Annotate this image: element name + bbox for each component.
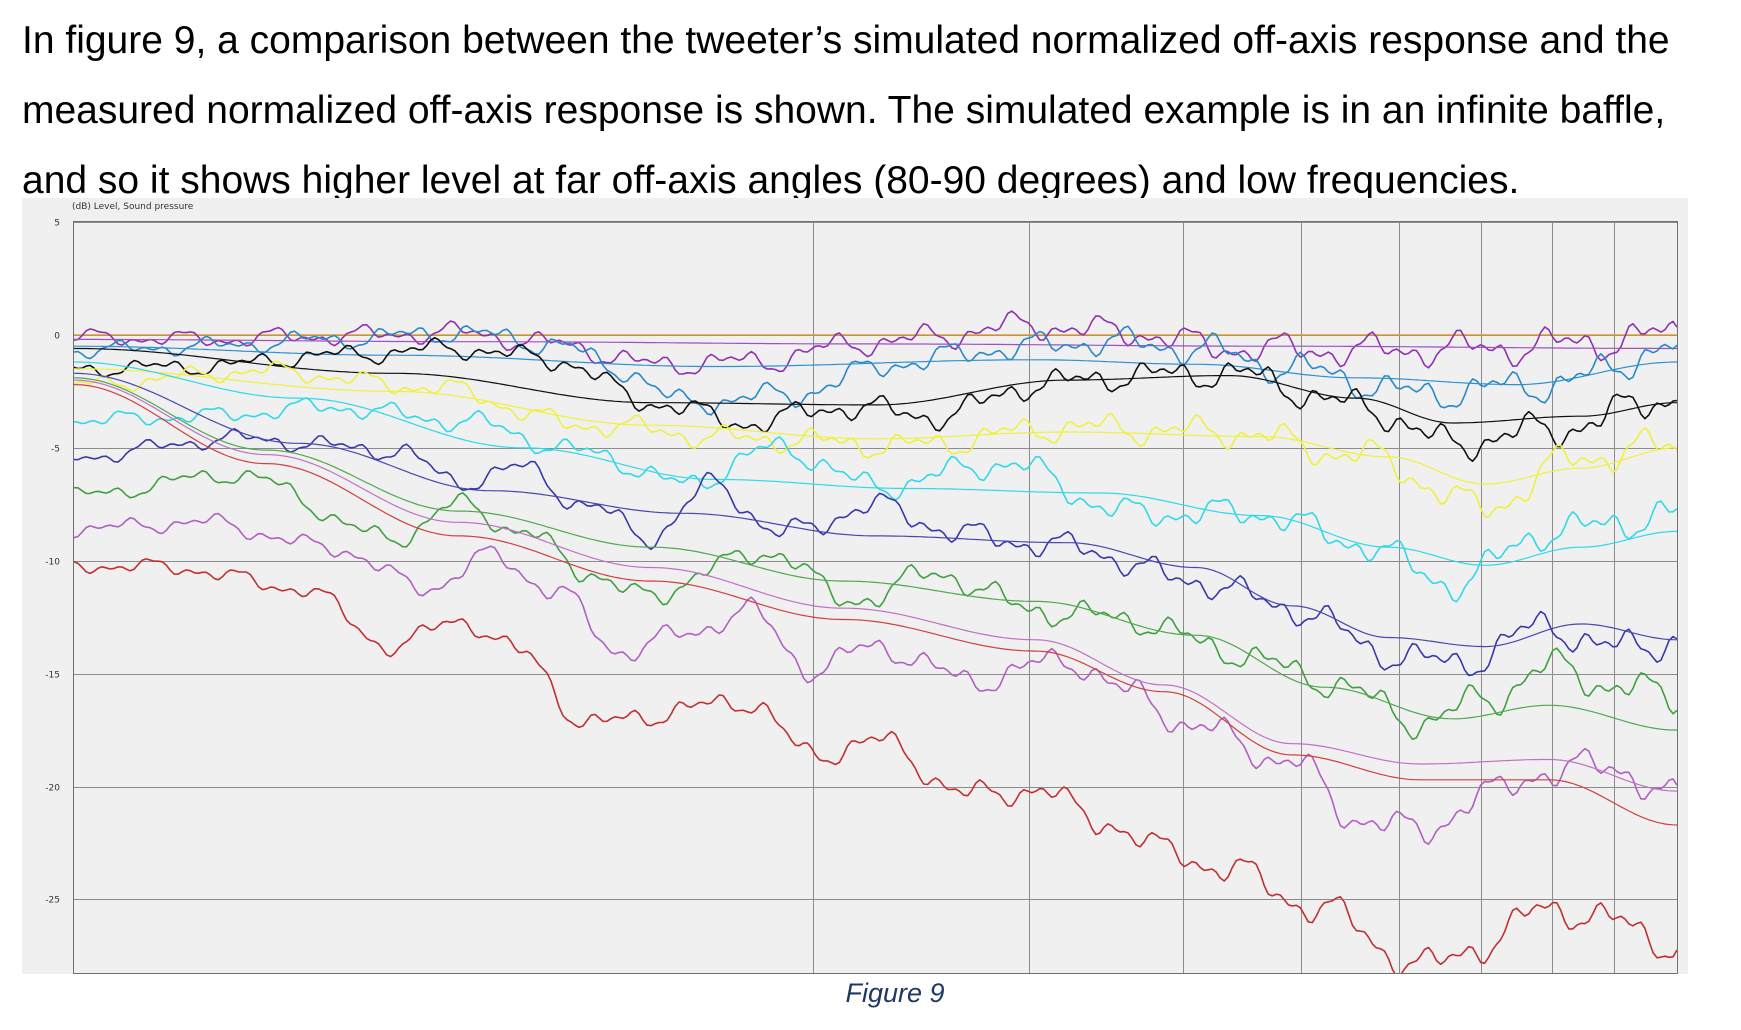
series-line-9	[73, 397, 1678, 603]
y-tick-label: 5	[54, 219, 60, 229]
series-line-15	[73, 512, 1678, 845]
series-line-12	[73, 372, 1678, 648]
series-line-11	[73, 427, 1678, 677]
series-line-14	[73, 377, 1678, 731]
frequency-response-chart: (dB) Level, Sound pressure 5 0 -5 -10 -15 -20…	[22, 198, 1688, 974]
series-line-18	[73, 384, 1678, 826]
y-tick-label: -25	[45, 896, 60, 906]
series-line-13	[73, 470, 1678, 741]
series-line-6	[74, 347, 1677, 424]
y-tick-label: -10	[45, 558, 60, 568]
body-paragraph: In figure 9, a comparison between the tw…	[22, 19, 1670, 202]
plot-border	[73, 221, 1678, 974]
series-line-3	[73, 325, 1678, 416]
series-line-5	[73, 336, 1678, 462]
series-line-1	[73, 310, 1678, 375]
y-tick-label: -5	[51, 445, 60, 455]
series-line-7	[73, 360, 1678, 518]
chart-canvas: (dB) Level, Sound pressure 5 0 -5 -10 -15 -20…	[45, 202, 1678, 974]
chart-series	[73, 310, 1678, 974]
y-axis-label: (dB) Level, Sound pressure	[72, 202, 194, 212]
y-tick-label: -15	[45, 671, 60, 681]
series-line-16	[73, 379, 1678, 792]
series-line-4	[74, 345, 1677, 386]
figure-caption: Figure 9	[845, 978, 945, 1008]
y-tick-label: -20	[45, 784, 60, 794]
series-line-17	[73, 558, 1678, 974]
y-tick-label: 0	[54, 332, 60, 342]
series-line-10	[74, 361, 1677, 566]
y-axis-ticks: 5 0 -5 -10 -15 -20 -25	[45, 219, 60, 906]
series-line-8	[74, 368, 1678, 485]
